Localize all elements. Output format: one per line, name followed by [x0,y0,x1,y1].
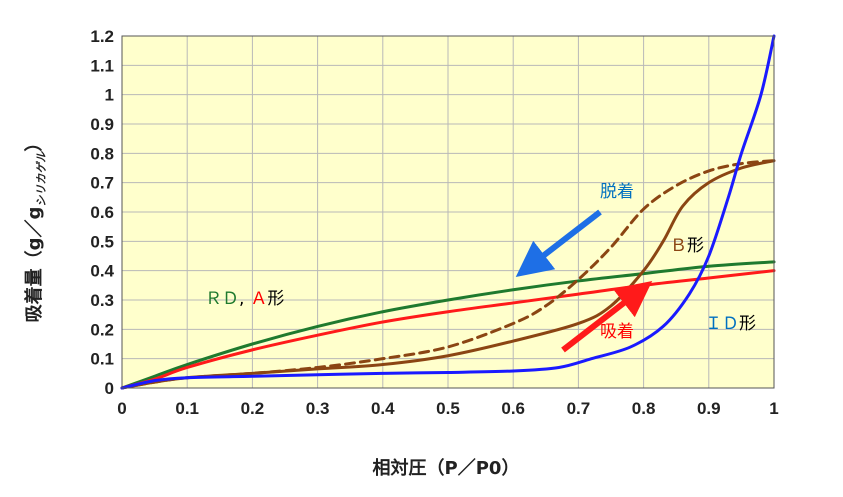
y-tick-label: 0.6 [90,203,114,222]
plot-border [121,35,775,389]
y-tick-label: 0.4 [90,262,114,281]
b-label: Ｂ [670,236,687,256]
y-tick-label: 0 [105,379,114,398]
desorption-arrow [515,209,602,277]
id-kei-label: 形 [739,314,756,334]
y-tick-label: 0.9 [90,115,114,134]
b-kei-label: 形 [687,236,704,256]
adsorption-label: 吸着 [600,322,634,342]
a-label: Ａ [250,289,267,309]
id-label: ＩＤ [705,314,739,334]
y-tick-labels: 0 0.1 0.2 0.3 0.4 0.5 0.6 0.7 0.8 0.9 1 1.1 1.2 [90,27,114,398]
rd-a-type-label: ＲＤ, Ａ形 [205,289,284,309]
id-type-label: ＩＤ形 [705,314,756,334]
y-tick-label: 1 [105,86,114,105]
x-tick-label: 0.8 [632,399,656,418]
series-line-4 [120,34,776,390]
y-axis-title-sub: シリカゲル [35,151,48,207]
x-tick-label: 0.5 [436,399,460,418]
x-tick-label: 0.7 [567,399,591,418]
x-tick-label: 0.1 [175,399,199,418]
desorption-label: 脱着 [600,182,634,202]
x-tick-label: 0.3 [306,399,330,418]
y-tick-label: 1.2 [90,27,114,46]
y-tick-label: 0.1 [90,350,114,369]
x-axis-title: 相対圧（P／P0） [373,457,520,479]
comma-label: , [239,289,244,309]
x-tick-label: 0.6 [501,399,525,418]
y-axis-title-main: 吸着量（g／g [23,207,45,323]
y-tick-label: 0.7 [90,174,114,193]
y-tick-label: 0.8 [90,144,114,163]
x-tick-label: 1 [769,399,778,418]
y-tick-label: 0.3 [90,291,114,310]
rd-a-kei-label: 形 [267,289,284,309]
x-tick-label: 0.2 [241,399,265,418]
rd-label: ＲＤ [205,289,239,309]
y-axis-title: 吸着量（g／gシリカゲル） [23,134,48,323]
y-tick-label: 0.5 [90,232,114,251]
y-tick-label: 0.2 [90,320,114,339]
series-line-0 [120,260,776,390]
adsorption-arrow [561,280,653,353]
x-tick-label: 0 [117,399,126,418]
b-type-label: Ｂ形 [670,236,704,256]
x-tick-label: 0.9 [697,399,721,418]
y-tick-label: 1.1 [90,56,114,75]
x-tick-labels: 0 0.1 0.2 0.3 0.4 0.5 0.6 0.7 0.8 0.9 1 [117,399,778,418]
y-axis-title-close: ） [24,134,45,152]
series-line-2 [120,159,776,390]
x-tick-label: 0.4 [371,399,395,418]
